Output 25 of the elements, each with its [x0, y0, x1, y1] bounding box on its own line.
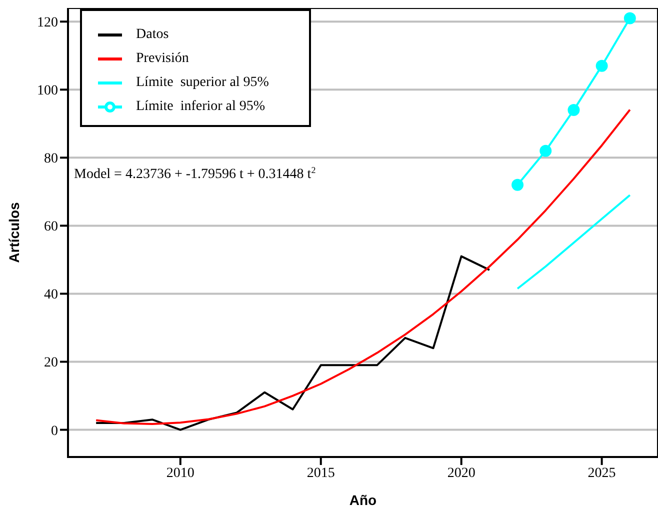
- y-tick-label: 60: [44, 220, 58, 235]
- y-tick-label: 120: [37, 16, 58, 31]
- x-tick-label: 2010: [166, 466, 194, 481]
- legend-label: Límite superior al 95%: [136, 75, 269, 90]
- x-tick-label: 2025: [588, 466, 616, 481]
- point: [512, 178, 524, 191]
- line-series: [516, 194, 631, 290]
- y-tick-label: 20: [44, 356, 58, 371]
- x-tick-label: 2020: [447, 466, 476, 481]
- x-tick-label: 2015: [306, 466, 335, 481]
- point: [568, 104, 580, 116]
- annotation: Model = 4.23736 + -1.79596 t + 0.31448 t$^{2}$: [74, 165, 316, 182]
- y-axis-title: Artículos: [6, 202, 22, 263]
- y-tick-label: 80: [44, 152, 58, 167]
- x-axis-title: Año: [349, 492, 377, 507]
- point: [624, 12, 636, 24]
- legend-label: Datos: [136, 27, 169, 42]
- y-tick-label: 0: [51, 424, 58, 439]
- line-series: [95, 255, 490, 431]
- y-tick-label: 40: [44, 288, 58, 303]
- legend-label: Límite inferior al 95%: [136, 99, 266, 114]
- point: [596, 60, 608, 72]
- y-tick-label: 100: [37, 84, 58, 99]
- legend-label: Previsión: [136, 51, 189, 66]
- point: [540, 144, 552, 157]
